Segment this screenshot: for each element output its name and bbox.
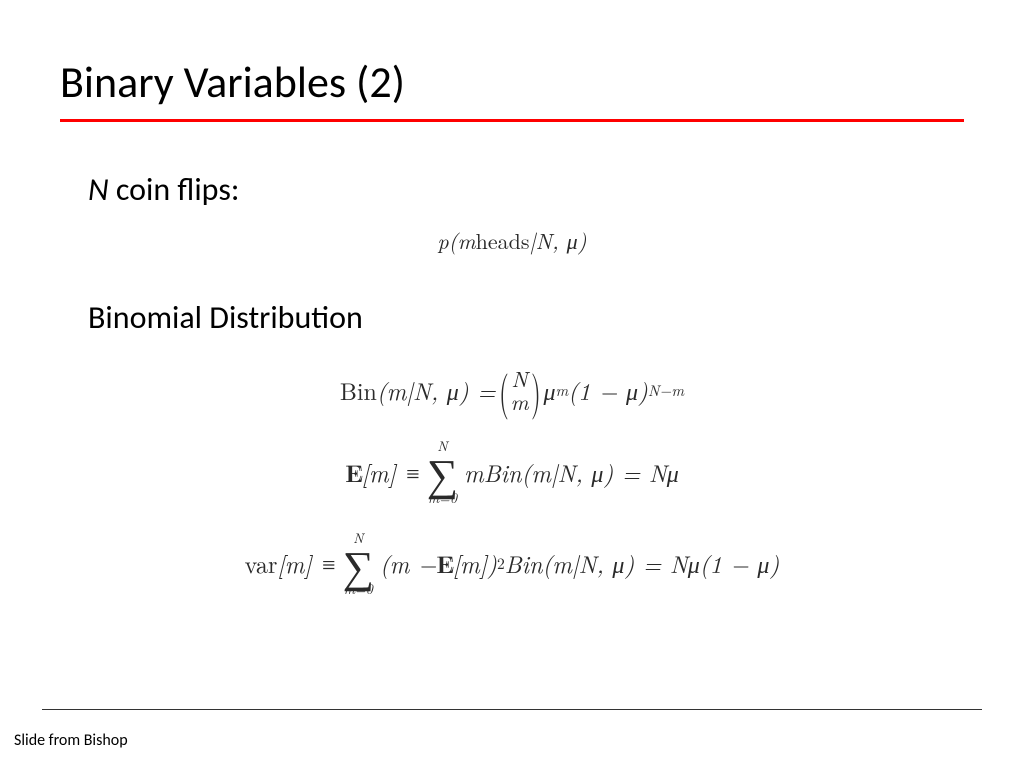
prob-cond: |N, μ) [530, 225, 587, 256]
sum-lower: m=0 [428, 491, 457, 505]
sigma-icon: ∑ [427, 453, 458, 490]
bullet-binomial: Binomial Distribution [60, 298, 964, 337]
variable-N: N [88, 170, 109, 209]
var-bracket: [m] ≡ [277, 546, 336, 580]
slide-title: Binary Variables (2) [60, 55, 964, 109]
formula-expectation: E E [m] ≡ N ∑ m=0 mBin(m|N, μ) = Nμ [60, 439, 964, 504]
e-bracket: [m] ≡ [362, 455, 421, 489]
bin-args: (m|N, μ) = [377, 373, 496, 407]
one-minus-mu: (1 − μ) [568, 373, 648, 407]
formula-probability: p(m heads |N, μ) [60, 225, 964, 256]
mu: μ [543, 373, 555, 407]
bullet-coin-flips: N coin flips: [60, 170, 964, 209]
blackboard-E-icon: E E [345, 455, 361, 489]
paren-left: ( [499, 369, 509, 410]
sum-lower: m=0 [344, 582, 373, 596]
slide-container: Binary Variables (2) N coin flips: p(m h… [0, 0, 1024, 768]
bullet-coin-flips-text: coin flips: [109, 170, 240, 209]
e-body: mBin(m|N, μ) = Nμ [464, 455, 679, 489]
bin-label: Bin [340, 373, 377, 407]
summation-icon: N ∑ m=0 [427, 439, 458, 504]
summation-icon: N ∑ m=0 [343, 531, 374, 596]
sigma-icon: ∑ [343, 545, 374, 582]
slide-attribution: Slide from Bishop [14, 731, 128, 750]
var-inner-open: (m − [380, 546, 436, 580]
paren-right: ) [531, 369, 541, 410]
blackboard-E-icon: E E [436, 546, 452, 580]
title-underline [60, 119, 964, 122]
prob-lhs: p(m [437, 225, 475, 256]
choose-bot: m [511, 390, 529, 413]
var-inner-close: [m]) [453, 546, 497, 580]
formula-binomial: Bin (m|N, μ) = ( N m ) μ m (1 − μ) N−m [60, 367, 964, 413]
prob-heads: heads [476, 225, 530, 256]
var-label: var [245, 546, 278, 580]
formula-variance: var [m] ≡ N ∑ m=0 (m − E E [m]) 2 Bin(m|… [60, 531, 964, 596]
var-tail: Bin(m|N, μ) = Nμ(1 − μ) [505, 546, 780, 580]
binomial-coefficient: ( N m ) [499, 367, 541, 413]
footer-rule [42, 709, 982, 710]
